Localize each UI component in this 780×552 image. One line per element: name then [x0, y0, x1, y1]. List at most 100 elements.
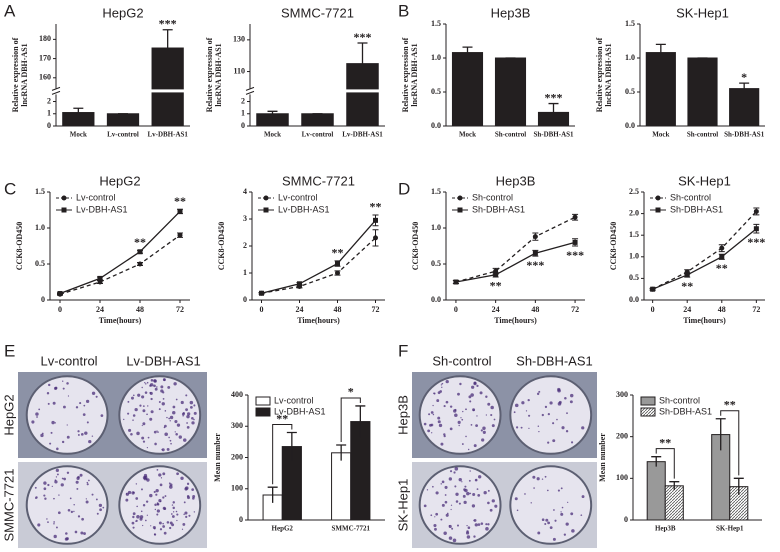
- colony: [454, 467, 459, 471]
- marker: [753, 208, 759, 214]
- colony: [146, 413, 148, 416]
- photo-column-label: Lv-DBH-AS1: [126, 353, 200, 368]
- x-tick-label: Lv-DBH-AS1: [342, 131, 383, 139]
- colony: [178, 435, 182, 439]
- colony: [141, 424, 143, 427]
- y-axis-label: Mean number: [598, 433, 607, 482]
- colony: [538, 431, 540, 433]
- colony: [83, 532, 86, 535]
- x-tick-label: Mock: [459, 131, 476, 139]
- colony: [79, 473, 83, 477]
- colony: [48, 383, 51, 387]
- colony: [189, 400, 194, 405]
- y-tick-label: 0.0: [431, 121, 441, 130]
- series-line: [455, 216, 576, 283]
- colony: [160, 477, 163, 479]
- colony: [560, 511, 562, 513]
- marker: [335, 270, 340, 276]
- colony: [146, 381, 149, 384]
- colony: [86, 481, 89, 484]
- colony: [434, 516, 436, 518]
- panel-label: C: [4, 179, 16, 198]
- dish: [509, 465, 593, 545]
- x-axis-label: Time(hours): [494, 316, 537, 325]
- colony: [490, 413, 493, 417]
- y-tick-label: 0.5: [35, 259, 45, 268]
- chart-title: SK-Hep1: [678, 173, 731, 188]
- colony: [443, 433, 446, 436]
- colony: [431, 432, 433, 434]
- colony: [481, 438, 485, 442]
- y-tick-label: 1.5: [35, 187, 45, 196]
- colony: [556, 418, 558, 421]
- colony: [476, 415, 478, 417]
- x-tick-label: 48: [334, 305, 342, 314]
- colony: [142, 524, 144, 527]
- series-line: [652, 210, 757, 290]
- colony: [456, 524, 460, 527]
- colony: [139, 404, 142, 407]
- x-tick-label: 0: [260, 305, 264, 314]
- colony: [515, 426, 519, 429]
- colony: [125, 493, 128, 495]
- colony: [450, 504, 453, 506]
- x-tick-label: Sh-DBH-AS1: [724, 131, 765, 139]
- colony: [186, 414, 190, 419]
- y-tick-label: 300: [231, 421, 243, 430]
- colony: [430, 411, 434, 414]
- x-tick-label: 0: [58, 305, 62, 314]
- colony: [448, 536, 453, 540]
- y-axis-label: CCK8-OD450: [609, 222, 618, 270]
- colony: [154, 442, 157, 446]
- colony: [477, 494, 481, 497]
- colony: [100, 414, 104, 418]
- marker: [684, 272, 690, 278]
- dish: [118, 465, 202, 545]
- colony: [437, 420, 441, 424]
- colony: [163, 531, 167, 535]
- colony: [141, 436, 145, 440]
- bar: [664, 485, 684, 521]
- colony: [132, 526, 135, 529]
- colony: [171, 504, 174, 506]
- colony: [54, 386, 58, 390]
- colony: [136, 515, 140, 519]
- x-tick-label: 72: [176, 305, 184, 314]
- colony: [478, 475, 482, 479]
- colony: [162, 525, 166, 528]
- significance-bracket: [340, 397, 361, 442]
- colony: [427, 429, 431, 433]
- colony: [86, 421, 89, 424]
- colony: [182, 415, 184, 417]
- colony: [490, 405, 494, 410]
- colony: [183, 501, 186, 504]
- colony: [565, 430, 569, 433]
- chart-title: SMMC-7721: [282, 173, 355, 188]
- colony: [156, 430, 158, 432]
- colony: [440, 384, 443, 386]
- colony: [465, 531, 470, 535]
- colony: [166, 416, 168, 419]
- significance-label: **: [332, 246, 344, 260]
- colony: [47, 483, 50, 487]
- colony: [142, 440, 146, 443]
- colony: [183, 513, 185, 516]
- colony: [453, 471, 456, 474]
- colony: [175, 398, 178, 401]
- colony: [552, 439, 556, 443]
- y-tick-label: 130: [233, 35, 245, 44]
- marker: [753, 226, 759, 232]
- colony: [552, 422, 555, 425]
- colony: [445, 400, 449, 404]
- colony: [470, 393, 474, 397]
- legend-marker: [61, 207, 67, 213]
- legend-marker: [457, 195, 463, 201]
- colony: [528, 427, 530, 430]
- error-bar: [651, 456, 662, 467]
- legend-label: Sh-DBH-AS1: [659, 406, 712, 416]
- colony: [468, 479, 471, 482]
- colony: [466, 491, 470, 496]
- colony: [174, 419, 178, 424]
- colony: [514, 497, 518, 501]
- colony: [491, 499, 495, 503]
